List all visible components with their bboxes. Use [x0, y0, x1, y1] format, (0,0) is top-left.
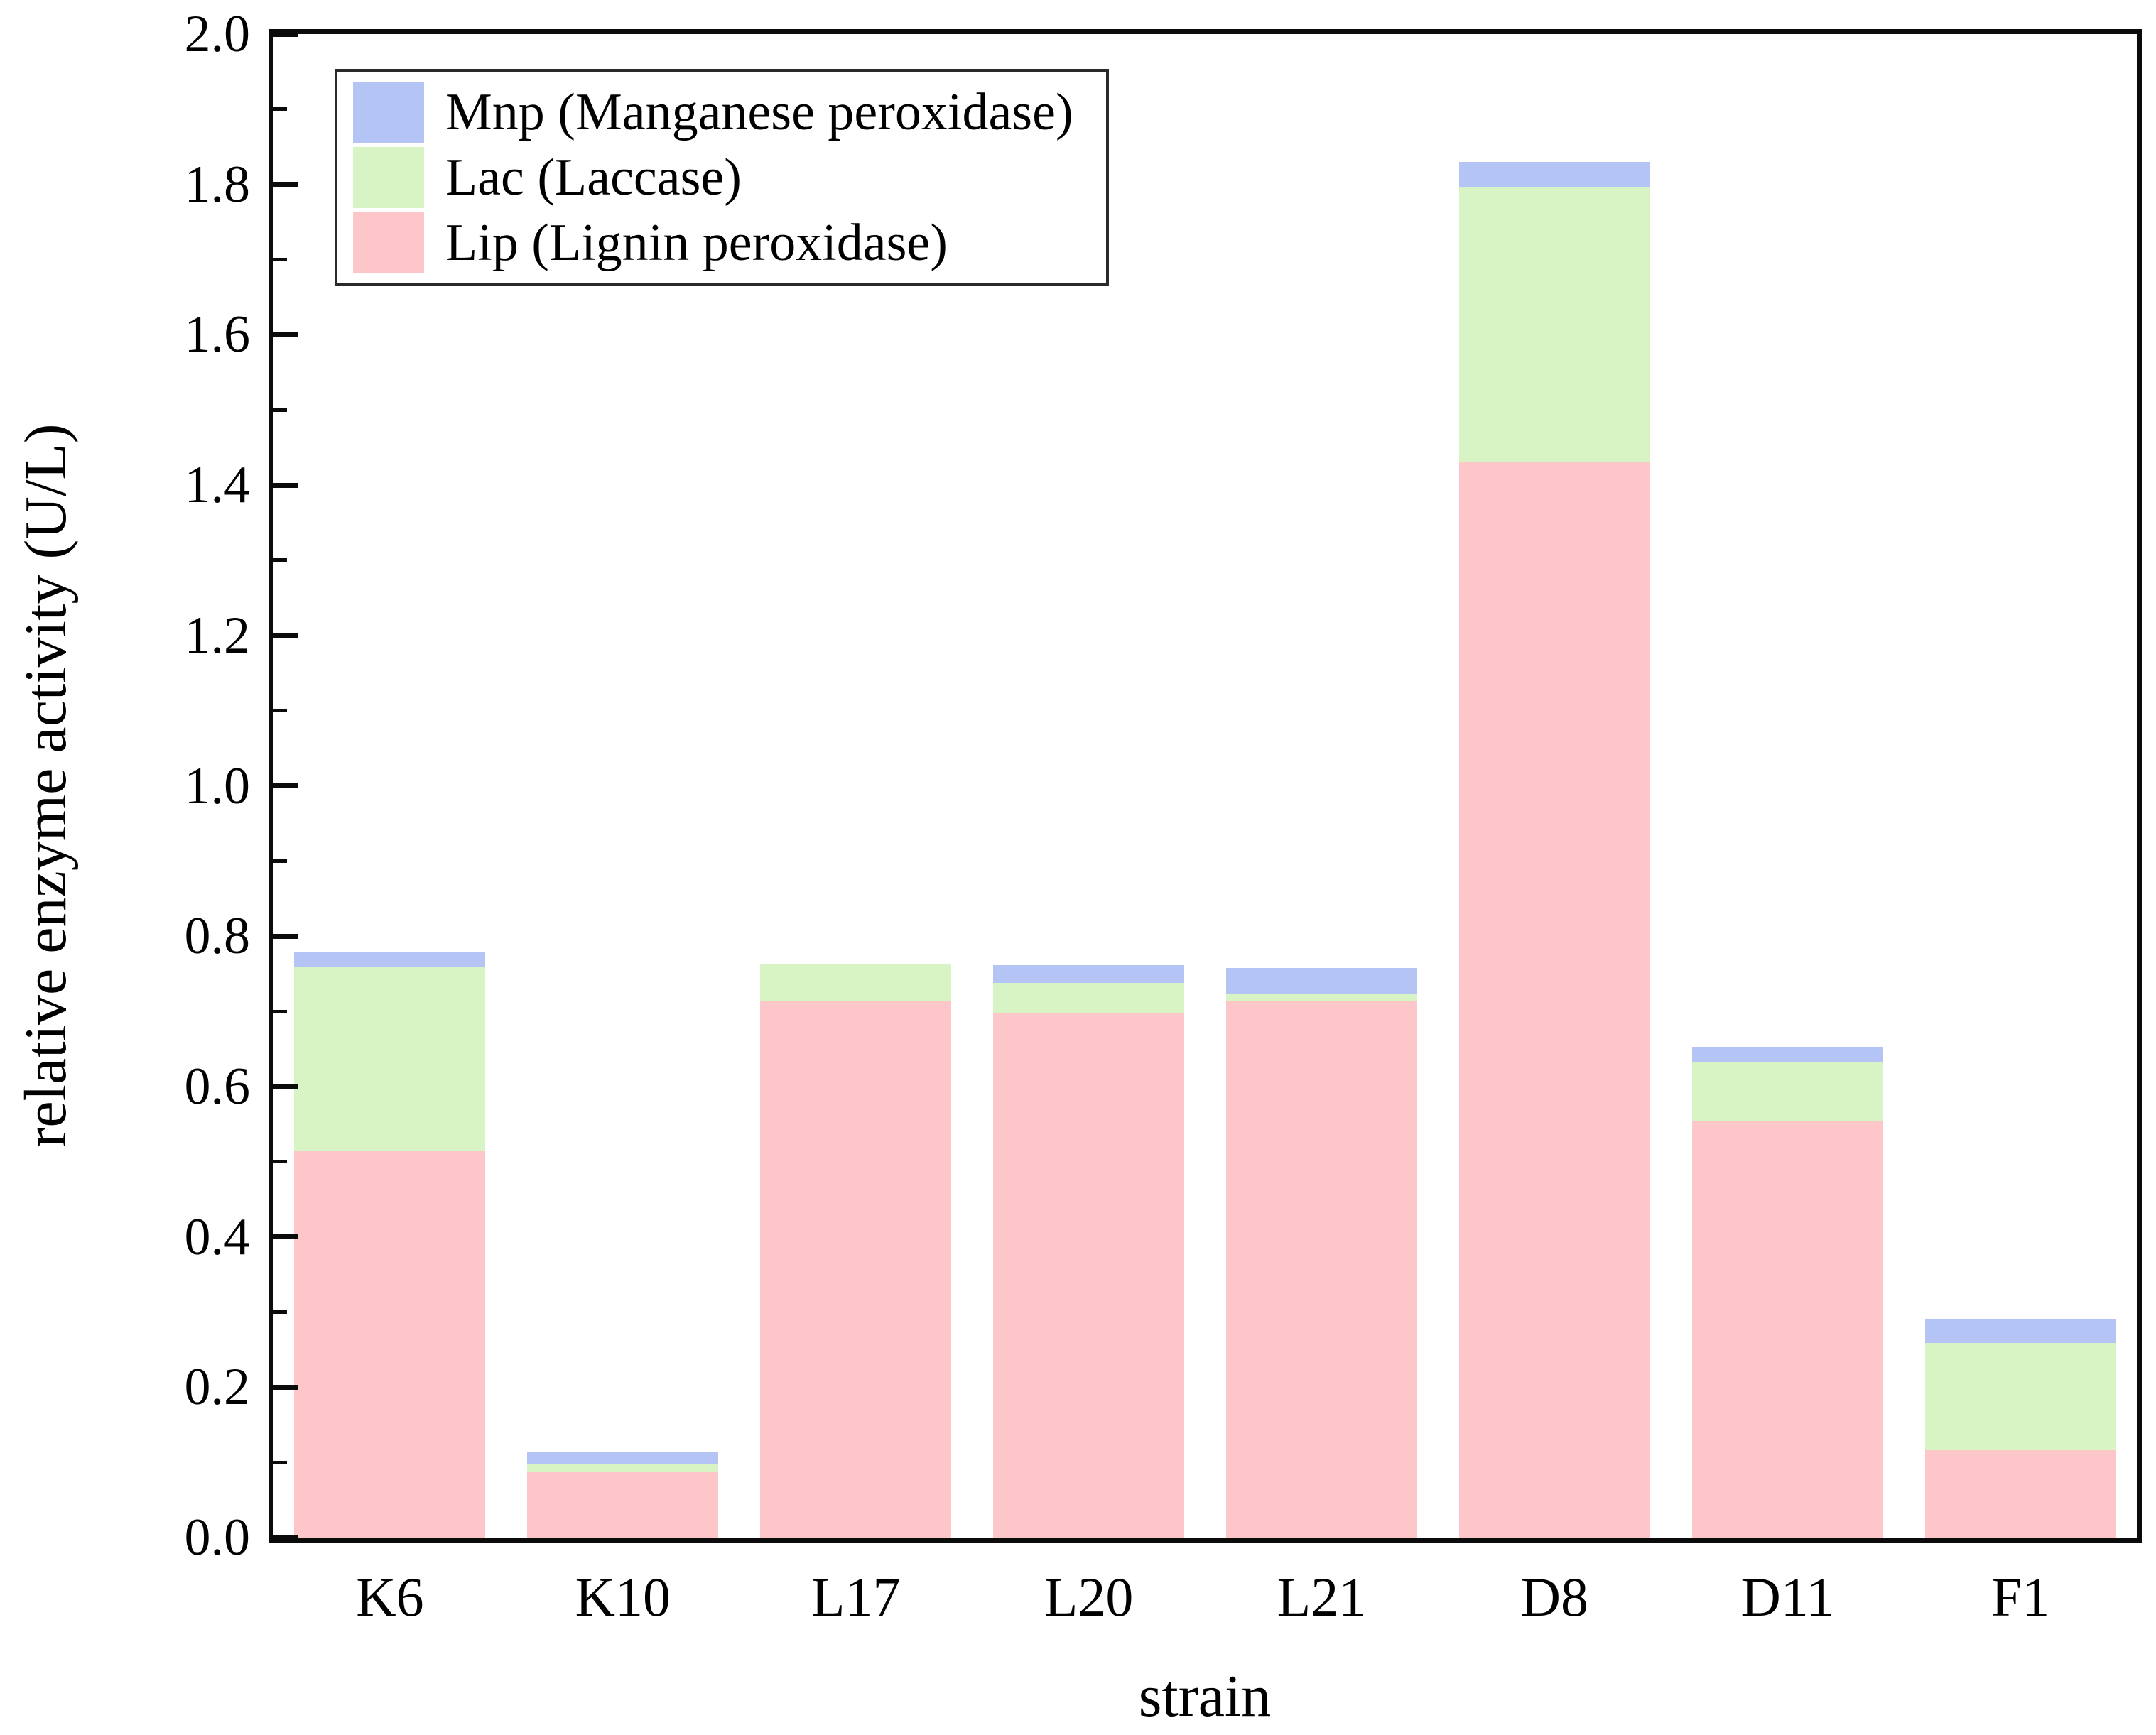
y-major-tick-1.8 — [273, 182, 298, 187]
x-tick-label-d11: D11 — [1740, 1566, 1834, 1628]
y-tick-label-1.8: 1.8 — [184, 155, 251, 214]
bar-segment-l21-lac — [1225, 993, 1417, 1001]
y-major-tick-0.8 — [273, 933, 298, 939]
bar-segment-d8-lip — [1458, 462, 1650, 1538]
bar-segment-d11-mnp — [1691, 1046, 1883, 1063]
bar-segment-l20-mnp — [993, 965, 1185, 983]
legend-swatch-lip — [353, 212, 424, 273]
x-tick-label-k6: K6 — [356, 1566, 424, 1628]
bar-segment-l21-lip — [1225, 1001, 1417, 1538]
y-tick-label-2.0: 2.0 — [184, 5, 251, 63]
y-tick-label-1.6: 1.6 — [184, 305, 251, 364]
legend-label-mnp: Mnp (Manganese peroxidase) — [445, 83, 1073, 141]
x-tick-label-d8: D8 — [1520, 1566, 1588, 1628]
bar-segment-l17-lip — [760, 1001, 952, 1538]
bar-segment-d8-lac — [1458, 186, 1650, 462]
y-tick-label-1.2: 1.2 — [184, 606, 251, 665]
y-major-tick-1.4 — [273, 482, 298, 488]
bar-segment-k10-mnp — [527, 1452, 719, 1464]
y-major-tick-1.2 — [273, 633, 298, 638]
x-tick-label-l20: L20 — [1044, 1566, 1134, 1628]
y-tick-label-0.8: 0.8 — [184, 907, 251, 966]
plot-area — [269, 29, 2142, 1543]
bar-segment-l17-lac — [760, 964, 952, 1001]
y-minor-tick-0.3 — [273, 1310, 287, 1314]
x-tick-label-f1: F1 — [1990, 1566, 2050, 1628]
bar-segment-k6-mnp — [294, 952, 486, 967]
bar-segment-k6-lip — [294, 1150, 486, 1538]
y-major-tick-2.0 — [273, 31, 298, 37]
legend-item-lip: Lip (Lignin peroxidase) — [353, 212, 1099, 273]
y-minor-tick-0.9 — [273, 859, 287, 863]
bar-segment-d11-lip — [1691, 1120, 1883, 1538]
y-minor-tick-1.1 — [273, 709, 287, 713]
legend-swatch-mnp — [353, 82, 424, 143]
x-tick-label-l21: L21 — [1277, 1566, 1367, 1628]
bar-segment-d11-lac — [1691, 1062, 1883, 1121]
y-minor-tick-1.7 — [273, 258, 287, 262]
y-major-tick-1.0 — [273, 783, 298, 788]
y-minor-tick-1.3 — [273, 558, 287, 562]
y-major-tick-0.2 — [273, 1384, 298, 1390]
y-major-tick-1.6 — [273, 332, 298, 337]
x-tick-label-l17: L17 — [811, 1566, 901, 1628]
legend: Mnp (Manganese peroxidase) Lac (Laccase) L… — [335, 69, 1109, 286]
legend-label-lac: Lac (Laccase) — [445, 148, 742, 207]
bar-segment-k10-lip — [527, 1471, 719, 1538]
y-tick-label-0.0: 0.0 — [184, 1508, 251, 1567]
legend-swatch-lac — [353, 147, 424, 208]
x-axis-title: strain — [1138, 1663, 1272, 1729]
y-major-tick-0.6 — [273, 1084, 298, 1089]
y-major-tick-0.0 — [273, 1535, 298, 1540]
bar-segment-d8-mnp — [1458, 161, 1650, 187]
y-minor-tick-1.5 — [273, 408, 287, 412]
legend-item-mnp: Mnp (Manganese peroxidase) — [353, 82, 1099, 143]
bar-segment-f1-lip — [1924, 1450, 2116, 1538]
y-tick-label-0.2: 0.2 — [184, 1358, 251, 1417]
x-tick-label-k10: K10 — [575, 1566, 671, 1628]
y-minor-tick-0.1 — [273, 1460, 287, 1464]
y-tick-label-1.0: 1.0 — [184, 756, 251, 815]
bar-segment-l20-lip — [993, 1013, 1185, 1538]
y-major-tick-0.4 — [273, 1234, 298, 1240]
bar-segment-k10-lac — [527, 1464, 719, 1472]
bar-segment-l20-lac — [993, 982, 1185, 1014]
bar-segment-k6-lac — [294, 966, 486, 1151]
y-minor-tick-0.5 — [273, 1160, 287, 1164]
bar-segment-f1-lac — [1924, 1342, 2116, 1451]
y-tick-label-1.4: 1.4 — [184, 456, 251, 515]
bar-segment-f1-mnp — [1924, 1318, 2116, 1343]
legend-item-lac: Lac (Laccase) — [353, 147, 1099, 208]
y-minor-tick-0.7 — [273, 1009, 287, 1013]
bar-segment-l21-mnp — [1225, 967, 1417, 994]
y-minor-tick-1.9 — [273, 107, 287, 112]
y-tick-label-0.6: 0.6 — [184, 1057, 251, 1116]
legend-label-lip: Lip (Lignin peroxidase) — [445, 214, 948, 272]
y-tick-label-0.4: 0.4 — [184, 1207, 251, 1266]
